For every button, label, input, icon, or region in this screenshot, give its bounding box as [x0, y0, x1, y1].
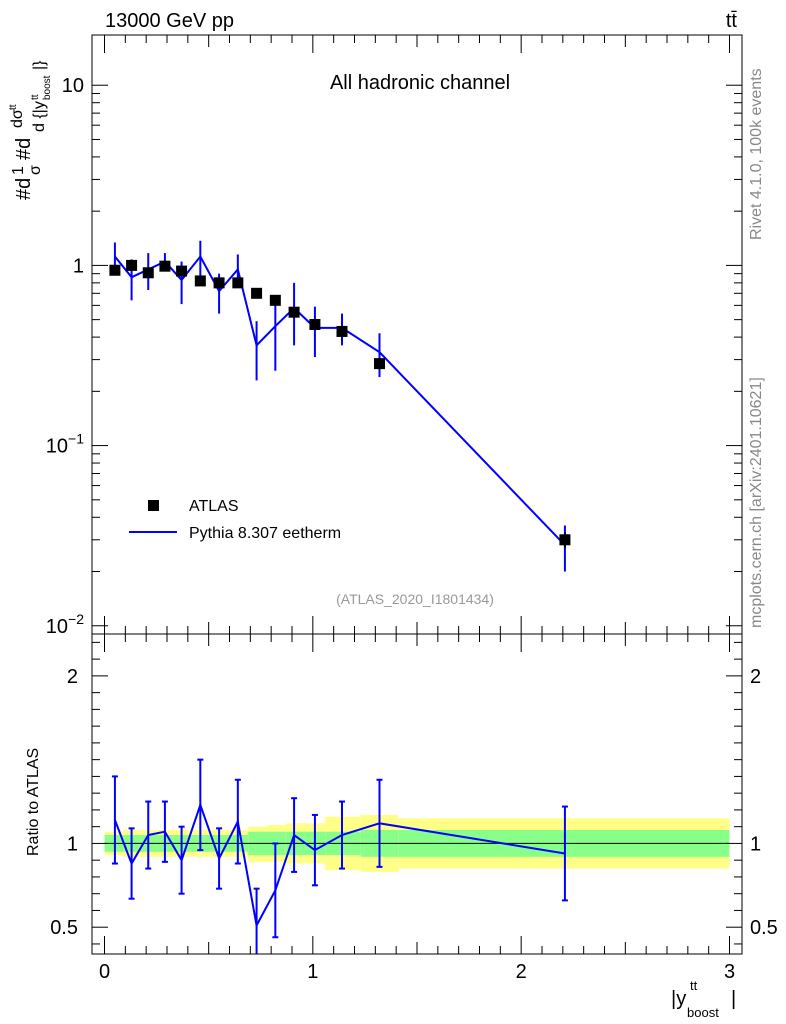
data-marker — [251, 287, 263, 299]
ratio-line — [113, 801, 566, 929]
data-marker — [309, 318, 321, 330]
svg-text:#d: #d — [13, 178, 35, 200]
x-tick-label: 3 — [724, 961, 735, 983]
svg-text:#d: #d — [13, 138, 35, 160]
svg-text:1: 1 — [10, 166, 27, 175]
legend-marker-atlas — [148, 500, 159, 511]
svg-text:boost: boost — [687, 1005, 719, 1020]
main-title: All hadronic channel — [330, 72, 510, 94]
data-marker — [142, 267, 154, 279]
y-tick-label: 10 — [62, 75, 84, 97]
x-tick-label: 0 — [99, 961, 110, 983]
main-y-axis-label: #d 1 σ #d dσ tt d {|y tt boost |} — [8, 60, 53, 200]
ratio-y-tick-label-left: 0.5 — [50, 917, 78, 939]
svg-text:|: | — [731, 988, 736, 1010]
data-marker — [374, 358, 385, 370]
data-marker — [288, 306, 300, 318]
ratio-y-tick-label-right: 2 — [750, 666, 761, 688]
data-marker — [269, 294, 281, 306]
svg-text:|}: |} — [31, 60, 48, 70]
ratio-y-tick-label-right: 1 — [750, 833, 761, 855]
data-marker — [559, 534, 571, 546]
data-marker — [232, 277, 244, 289]
y-tick-label: 1 — [73, 255, 84, 277]
legend-label-pythia: Pythia 8.307 eetherm — [189, 525, 341, 542]
ratio-y-axis-label: Ratio to ATLAS — [25, 748, 42, 856]
data-marker — [126, 259, 138, 271]
data-marker — [194, 275, 206, 287]
energy-label: 13000 GeV pp — [105, 10, 234, 32]
legend-label-atlas: ATLAS — [189, 498, 239, 515]
process-label: tt̄ — [726, 10, 738, 32]
ratio-y-tick-label-right: 0.5 — [750, 917, 778, 939]
svg-text:d {|y: d {|y — [31, 101, 48, 132]
data-marker — [109, 264, 121, 276]
svg-text:dσ: dσ — [9, 109, 26, 128]
data-marker — [336, 325, 348, 337]
legend: ATLAS Pythia 8.307 eetherm — [129, 498, 341, 542]
ratio-y-tick-label-left: 2 — [67, 666, 78, 688]
svg-text:boost: boost — [42, 75, 53, 100]
svg-text:tt: tt — [690, 978, 698, 993]
data-marker — [159, 260, 171, 272]
mc-line — [114, 254, 566, 546]
rivet-version-label: Rivet 4.1.0, 100k events — [748, 68, 765, 240]
mcplots-label: mcplots.cern.ch [arXiv:2401.10621] — [748, 377, 765, 628]
data-marker — [176, 265, 188, 277]
svg-text:|y: |y — [671, 988, 686, 1010]
x-axis-label: |y tt boost | — [671, 978, 736, 1020]
x-tick-label: 2 — [516, 961, 527, 983]
x-tick-label: 1 — [307, 961, 318, 983]
svg-text:tt: tt — [8, 104, 19, 110]
analysis-id: (ATLAS_2020_I1801434) — [336, 591, 494, 607]
data-marker — [213, 277, 225, 289]
ratio-y-tick-label-left: 1 — [67, 833, 78, 855]
svg-text:σ: σ — [27, 165, 44, 175]
ratio-panel: 0.5 0.5 1 1 2 2 0 1 2 3 Ratio to ATLAS |y tt boos… — [25, 633, 778, 1020]
svg-text:tt: tt — [30, 94, 41, 100]
